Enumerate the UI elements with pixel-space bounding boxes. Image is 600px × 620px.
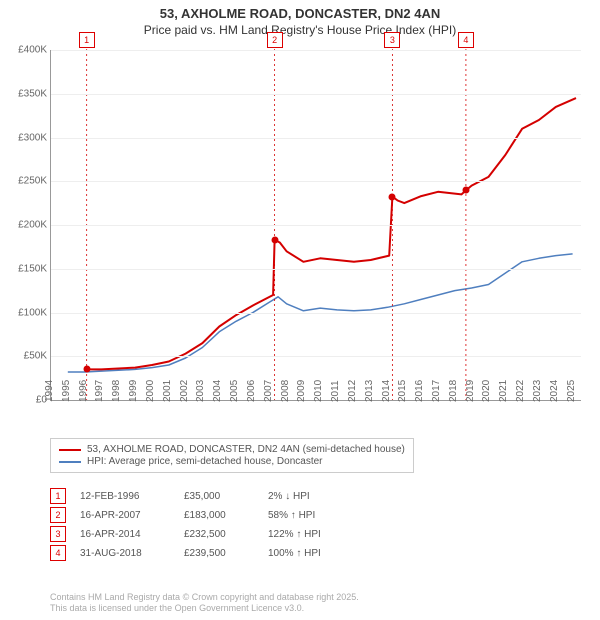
x-tick-label: 2020 — [481, 380, 492, 402]
x-tick-label: 2006 — [246, 380, 257, 402]
event-row: 2 16-APR-2007 £183,000 58% ↑ HPI — [50, 507, 358, 523]
event-rel-hpi: 58% ↑ HPI — [268, 510, 358, 521]
x-tick-label: 2011 — [330, 380, 341, 402]
x-tick-label: 2013 — [364, 380, 375, 402]
event-row: 4 31-AUG-2018 £239,500 100% ↑ HPI — [50, 545, 358, 561]
legend-row: HPI: Average price, semi-detached house,… — [59, 456, 405, 467]
x-tick-label: 2015 — [397, 380, 408, 402]
event-num: 4 — [50, 545, 66, 561]
legend-swatch-hpi — [59, 461, 81, 463]
title-main: 53, AXHOLME ROAD, DONCASTER, DN2 4AN — [0, 6, 600, 21]
x-tick-label: 1996 — [78, 380, 89, 402]
x-tick-label: 1998 — [111, 380, 122, 402]
y-tick-label: £400K — [3, 45, 47, 56]
x-tick-label: 2024 — [549, 380, 560, 402]
event-rel-hpi: 100% ↑ HPI — [268, 548, 358, 559]
x-tick-label: 2000 — [145, 380, 156, 402]
x-tick-label: 2018 — [448, 380, 459, 402]
x-tick-label: 1994 — [44, 380, 55, 402]
x-tick-label: 1997 — [94, 380, 105, 402]
x-tick-label: 2014 — [381, 380, 392, 402]
legend-swatch-price — [59, 449, 81, 451]
x-tick-label: 2023 — [532, 380, 543, 402]
x-tick-label: 2003 — [195, 380, 206, 402]
event-price: £35,000 — [184, 491, 254, 502]
event-date: 31-AUG-2018 — [80, 548, 170, 559]
event-date: 16-APR-2014 — [80, 529, 170, 540]
x-tick-label: 2019 — [465, 380, 476, 402]
x-tick-label: 2001 — [162, 380, 173, 402]
event-num: 3 — [50, 526, 66, 542]
y-tick-label: £150K — [3, 263, 47, 274]
sale-point — [389, 193, 396, 200]
sale-point — [83, 366, 90, 373]
legend-label-hpi: HPI: Average price, semi-detached house,… — [87, 456, 323, 467]
x-tick-label: 2012 — [347, 380, 358, 402]
x-tick-label: 2005 — [229, 380, 240, 402]
y-tick-label: £350K — [3, 88, 47, 99]
x-tick-label: 2025 — [566, 380, 577, 402]
event-rel-hpi: 2% ↓ HPI — [268, 491, 358, 502]
y-tick-label: £50K — [3, 351, 47, 362]
event-rel-hpi: 122% ↑ HPI — [268, 529, 358, 540]
legend: 53, AXHOLME ROAD, DONCASTER, DN2 4AN (se… — [50, 438, 414, 473]
x-tick-label: 2002 — [179, 380, 190, 402]
event-row: 3 16-APR-2014 £232,500 122% ↑ HPI — [50, 526, 358, 542]
x-tick-label: 2021 — [498, 380, 509, 402]
x-tick-label: 1999 — [128, 380, 139, 402]
y-tick-label: £250K — [3, 176, 47, 187]
x-tick-label: 2022 — [515, 380, 526, 402]
event-price: £183,000 — [184, 510, 254, 521]
event-price: £239,500 — [184, 548, 254, 559]
x-tick-label: 1995 — [61, 380, 72, 402]
y-tick-label: £0 — [3, 395, 47, 406]
legend-label-price: 53, AXHOLME ROAD, DONCASTER, DN2 4AN (se… — [87, 444, 405, 455]
x-tick-label: 2016 — [414, 380, 425, 402]
footer-line-1: Contains HM Land Registry data © Crown c… — [50, 592, 359, 603]
x-tick-label: 2009 — [296, 380, 307, 402]
sale-marker: 2 — [267, 32, 283, 48]
x-tick-label: 2017 — [431, 380, 442, 402]
x-tick-label: 2007 — [263, 380, 274, 402]
sale-marker: 1 — [79, 32, 95, 48]
footer: Contains HM Land Registry data © Crown c… — [50, 592, 359, 615]
event-date: 12-FEB-1996 — [80, 491, 170, 502]
chart-plot-area: £0£50K£100K£150K£200K£250K£300K£350K£400… — [50, 50, 581, 401]
sale-marker: 4 — [458, 32, 474, 48]
sale-point — [271, 236, 278, 243]
x-tick-label: 2008 — [280, 380, 291, 402]
sale-marker: 3 — [384, 32, 400, 48]
event-num: 1 — [50, 488, 66, 504]
y-tick-label: £200K — [3, 220, 47, 231]
y-tick-label: £300K — [3, 132, 47, 143]
event-num: 2 — [50, 507, 66, 523]
event-date: 16-APR-2007 — [80, 510, 170, 521]
event-price: £232,500 — [184, 529, 254, 540]
events-table: 1 12-FEB-1996 £35,000 2% ↓ HPI 2 16-APR-2007 £… — [50, 485, 358, 564]
legend-row: 53, AXHOLME ROAD, DONCASTER, DN2 4AN (se… — [59, 444, 405, 455]
x-tick-label: 2004 — [212, 380, 223, 402]
event-row: 1 12-FEB-1996 £35,000 2% ↓ HPI — [50, 488, 358, 504]
x-tick-label: 2010 — [313, 380, 324, 402]
sale-point — [462, 187, 469, 194]
footer-line-2: This data is licensed under the Open Gov… — [50, 603, 359, 614]
y-tick-label: £100K — [3, 307, 47, 318]
